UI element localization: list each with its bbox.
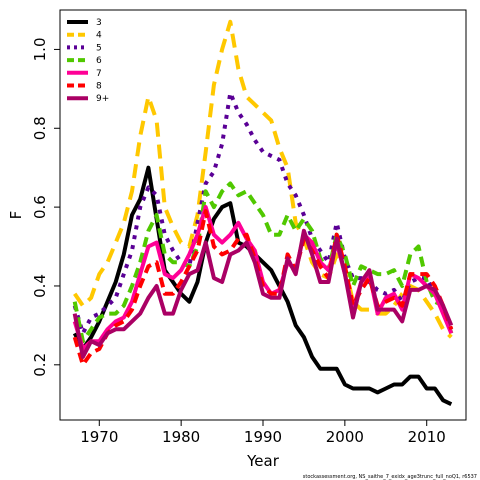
x-tick-label: 2010: [408, 428, 446, 446]
x-tick-label: 1970: [80, 428, 118, 446]
legend-label: 4: [96, 31, 102, 41]
source-caption: stockassessment.org, NS_saithe_7_exidx_a…: [303, 474, 477, 480]
axes-layer: 1970 1980 1990 2000 2010 0.2 0.4 0.6 0.8 1.0: [31, 37, 446, 446]
x-tick-label: 2000: [326, 428, 364, 446]
legend-label: 6: [96, 56, 102, 66]
legend: 3 4 5 6 7 8 9+: [67, 18, 109, 104]
y-tick-label: 0.8: [31, 116, 49, 140]
y-axis-label: F: [7, 211, 25, 220]
legend-label: 9+: [96, 94, 109, 104]
y-tick-label: 0.6: [31, 195, 49, 219]
series-line-3: [72, 165, 453, 407]
y-tick-label: 1.0: [31, 37, 49, 61]
legend-label: 7: [96, 69, 102, 79]
y-tick-label: 0.4: [31, 274, 49, 298]
x-axis-label: Year: [246, 452, 280, 470]
series-line-6: [72, 181, 454, 344]
legend-label: 3: [96, 18, 102, 28]
x-tick-label: 1990: [244, 428, 282, 446]
y-tick-label: 0.2: [31, 353, 49, 377]
series-line-9plus: [72, 228, 454, 359]
series-layer: [72, 19, 454, 407]
legend-label: 5: [96, 43, 102, 53]
x-tick-label: 1980: [162, 428, 200, 446]
legend-label: 8: [96, 82, 102, 92]
